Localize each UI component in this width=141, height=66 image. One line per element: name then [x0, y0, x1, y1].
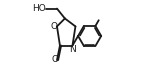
Text: O: O: [52, 55, 59, 64]
Text: O: O: [51, 22, 58, 31]
Text: HO: HO: [32, 4, 46, 13]
Text: N: N: [69, 45, 76, 54]
